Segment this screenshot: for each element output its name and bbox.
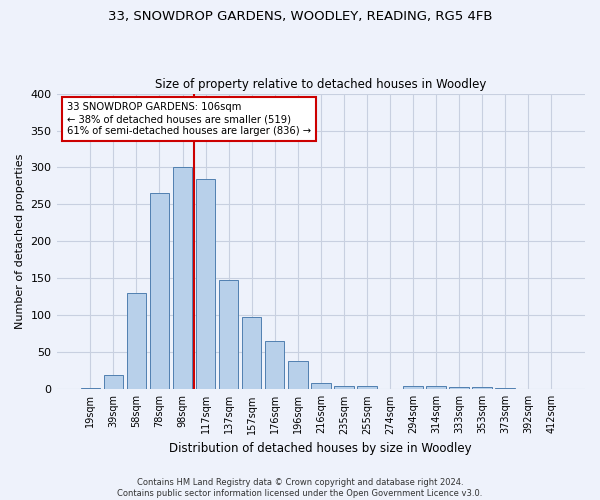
Bar: [288, 361, 308, 390]
Bar: [334, 386, 353, 390]
Bar: [80, 388, 100, 390]
Bar: [149, 194, 169, 390]
Text: 33, SNOWDROP GARDENS, WOODLEY, READING, RG5 4FB: 33, SNOWDROP GARDENS, WOODLEY, READING, …: [108, 10, 492, 23]
Bar: [426, 386, 446, 390]
Bar: [219, 280, 238, 390]
Text: 33 SNOWDROP GARDENS: 106sqm
← 38% of detached houses are smaller (519)
61% of se: 33 SNOWDROP GARDENS: 106sqm ← 38% of det…: [67, 102, 311, 136]
Text: Contains HM Land Registry data © Crown copyright and database right 2024.
Contai: Contains HM Land Registry data © Crown c…: [118, 478, 482, 498]
Bar: [127, 293, 146, 390]
Bar: [541, 388, 561, 390]
Bar: [449, 387, 469, 390]
Y-axis label: Number of detached properties: Number of detached properties: [15, 154, 25, 329]
Bar: [472, 387, 492, 390]
Bar: [104, 374, 123, 390]
Bar: [242, 317, 262, 390]
Bar: [357, 386, 377, 390]
Bar: [265, 341, 284, 390]
Bar: [311, 384, 331, 390]
X-axis label: Distribution of detached houses by size in Woodley: Distribution of detached houses by size …: [169, 442, 472, 455]
Bar: [403, 386, 423, 390]
Bar: [496, 388, 515, 390]
Title: Size of property relative to detached houses in Woodley: Size of property relative to detached ho…: [155, 78, 487, 91]
Bar: [196, 178, 215, 390]
Bar: [173, 168, 193, 390]
